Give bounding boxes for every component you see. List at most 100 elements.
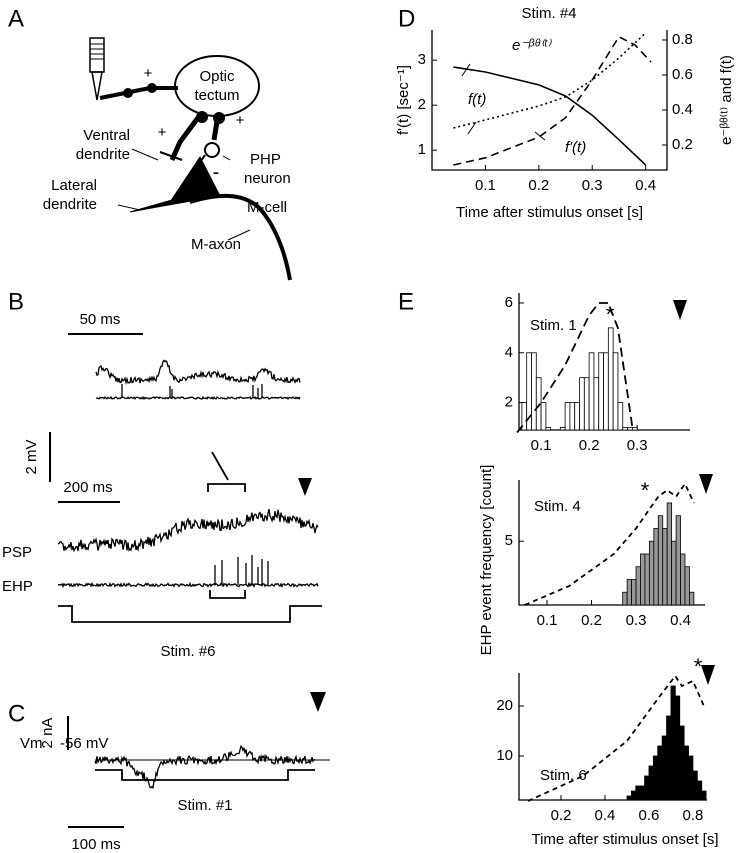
- y-axis-label: f'(t) [sec⁻¹]: [395, 65, 412, 135]
- chart-title: Stim. 4: [534, 498, 581, 515]
- arrowhead: [310, 692, 326, 712]
- bar: [593, 377, 600, 431]
- diagram: [89, 37, 292, 281]
- x-tick-label: 0.3: [627, 437, 648, 454]
- bar: [701, 790, 707, 801]
- bar: [603, 352, 609, 431]
- scale-label: 2 nA: [39, 718, 56, 749]
- bar: [661, 735, 667, 801]
- x-tick-label: 0.6: [639, 807, 660, 824]
- annotation: *: [641, 478, 650, 503]
- curve: [527, 674, 705, 802]
- scale-label: 2 mV: [23, 439, 40, 474]
- y-tick-label: 2: [418, 96, 426, 113]
- bar: [617, 402, 624, 431]
- bar: [531, 352, 537, 431]
- label: Lateral: [51, 177, 97, 194]
- panel-label: B: [8, 288, 24, 315]
- bar: [688, 755, 694, 801]
- bar: [675, 515, 681, 606]
- chart-title: Stim. 6: [540, 767, 587, 784]
- trace-label: Vm: [20, 735, 43, 752]
- bar: [692, 770, 698, 801]
- trace: [57, 581, 319, 589]
- bar: [631, 579, 637, 606]
- trace: [57, 508, 319, 553]
- y-tick-label: 6: [505, 294, 513, 311]
- x-tick-label: 0.3: [582, 177, 603, 194]
- y-tick-label: 1: [418, 141, 426, 158]
- label: Ventral: [83, 127, 130, 144]
- bar: [583, 377, 590, 431]
- x-tick-label: 0.3: [626, 612, 647, 629]
- bar: [696, 780, 703, 801]
- sign: +: [236, 112, 245, 129]
- sign: +: [158, 124, 167, 141]
- label: neuron: [244, 170, 291, 187]
- curve: [516, 302, 634, 434]
- y-tick-label: 5: [505, 532, 513, 549]
- axis-label: EHP event frequency [count]: [478, 465, 495, 656]
- scale-label: 50 ms: [80, 311, 121, 328]
- annotation: *: [694, 654, 703, 679]
- scale-label: 200 ms: [63, 479, 112, 496]
- bar: [679, 725, 685, 801]
- sign: -: [213, 161, 220, 183]
- x-tick-label: 0.2: [551, 807, 572, 824]
- bar: [648, 540, 655, 606]
- x-tick-label: 0.4: [635, 177, 656, 194]
- x-tick-label: 0.8: [682, 807, 703, 824]
- bar: [540, 402, 547, 431]
- y2-tick-label: 0.6: [672, 66, 693, 83]
- x-tick-label: 0.1: [537, 612, 558, 629]
- bar: [622, 427, 628, 431]
- bar: [662, 528, 668, 606]
- x-tick-label: 0.2: [581, 612, 602, 629]
- bar: [657, 745, 663, 801]
- y-tick-label: 10: [496, 747, 513, 764]
- bar: [626, 579, 632, 606]
- chart-title: Stim. #4: [521, 5, 576, 22]
- sign: +: [144, 65, 153, 82]
- chart-title: Stim. 1: [530, 317, 577, 334]
- bar: [626, 795, 632, 801]
- axis: [431, 30, 668, 171]
- y2-axis-label: e⁻ᵝᶿ⁽ᵗ⁾ and f(t): [718, 55, 735, 145]
- trace-label: EHP: [2, 578, 33, 595]
- bar: [671, 540, 677, 606]
- label: dendrite: [76, 146, 130, 163]
- series-line: [453, 35, 652, 166]
- leader: [534, 131, 546, 141]
- label: M-axon: [191, 236, 241, 253]
- series-label: e⁻ᵝᶿ⁽ᵗ⁾: [512, 37, 552, 54]
- y2-tick-label: 0.4: [672, 101, 693, 118]
- bar: [545, 427, 552, 431]
- y-tick-label: 2: [505, 394, 513, 411]
- stimulus-label: Stim. #1: [177, 797, 232, 814]
- bar: [569, 402, 576, 431]
- y-tick-label: 3: [418, 51, 426, 68]
- panel-label: C: [8, 700, 25, 727]
- bar: [674, 695, 681, 801]
- series-label: f(t): [468, 91, 486, 108]
- bar: [644, 775, 650, 801]
- label: -56 mV: [60, 735, 108, 752]
- x-axis-label: Time after stimulus onset [s]: [456, 204, 643, 221]
- bar: [652, 755, 659, 801]
- bar: [684, 566, 690, 606]
- series-line: [453, 66, 647, 166]
- bar: [559, 427, 566, 431]
- bar: [666, 715, 672, 801]
- spikes: [121, 384, 263, 398]
- bar: [683, 745, 689, 801]
- stimulus-label: Stim. #6: [160, 643, 215, 660]
- label: PHP: [250, 151, 281, 168]
- bar: [657, 515, 664, 606]
- trace: [94, 744, 316, 790]
- bar: [666, 502, 673, 606]
- bar: [689, 591, 695, 606]
- panel-label: A: [8, 5, 24, 32]
- bar: [622, 591, 628, 606]
- trace: [95, 359, 301, 386]
- x-tick-label: 0.4: [595, 807, 616, 824]
